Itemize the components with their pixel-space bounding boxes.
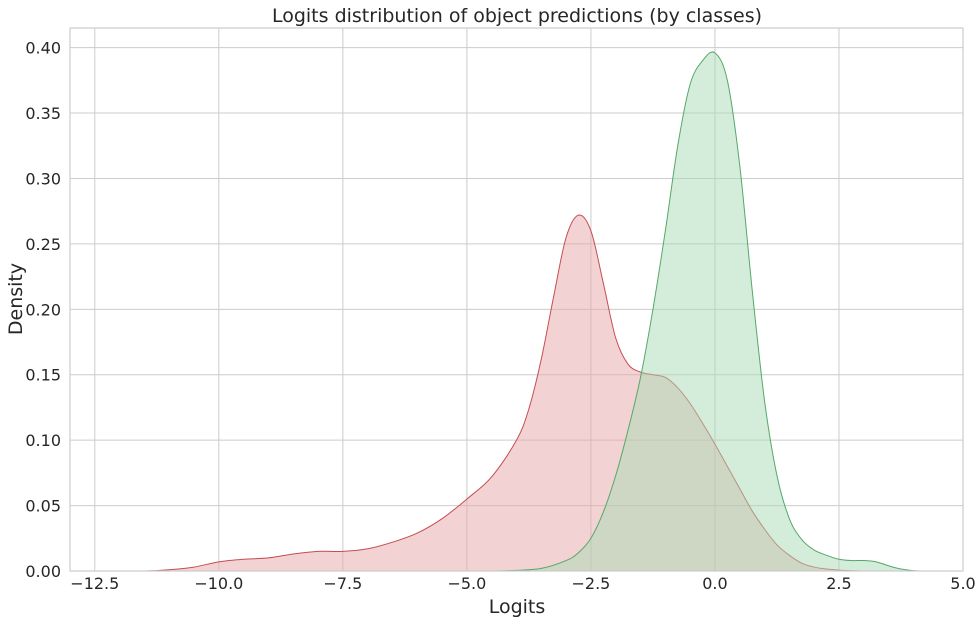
chart-title: Logits distribution of object prediction… bbox=[272, 5, 762, 27]
plot-frame bbox=[69, 27, 964, 572]
x-tick-label-2: −7.5 bbox=[323, 574, 362, 593]
x-tick-label-0: −12.5 bbox=[70, 574, 119, 593]
x-axis-label: Logits bbox=[489, 596, 546, 618]
x-tick-label-4: −2.5 bbox=[571, 574, 610, 593]
x-tick-label-6: 2.5 bbox=[826, 574, 851, 593]
y-tick-label-2: 0.10 bbox=[25, 431, 61, 450]
y-tick-label-3: 0.15 bbox=[25, 366, 61, 385]
x-tick-label-5: 0.0 bbox=[702, 574, 727, 593]
y-ticks: 0.00 0.05 0.10 0.15 0.20 0.25 0.30 0.35 0.40 bbox=[25, 39, 61, 581]
x-tick-label-7: 5.0 bbox=[950, 574, 975, 593]
series-1-area bbox=[466, 51, 924, 571]
y-tick-label-7: 0.35 bbox=[25, 104, 61, 123]
y-tick-label-8: 0.40 bbox=[25, 39, 61, 58]
y-tick-label-0: 0.00 bbox=[25, 562, 61, 581]
series-layer bbox=[114, 51, 924, 572]
y-tick-label-1: 0.05 bbox=[25, 497, 61, 516]
x-ticks: −12.5 −10.0 −7.5 −5.0 −2.5 0.0 2.5 5.0 bbox=[70, 574, 975, 593]
y-axis-label: Density bbox=[5, 263, 27, 335]
y-tick-label-5: 0.25 bbox=[25, 235, 61, 254]
series-1-line bbox=[466, 51, 924, 572]
y-tick-label-4: 0.20 bbox=[25, 300, 61, 319]
y-tick-label-6: 0.30 bbox=[25, 169, 61, 188]
x-tick-label-3: −5.0 bbox=[447, 574, 486, 593]
x-tick-label-1: −10.0 bbox=[194, 574, 243, 593]
